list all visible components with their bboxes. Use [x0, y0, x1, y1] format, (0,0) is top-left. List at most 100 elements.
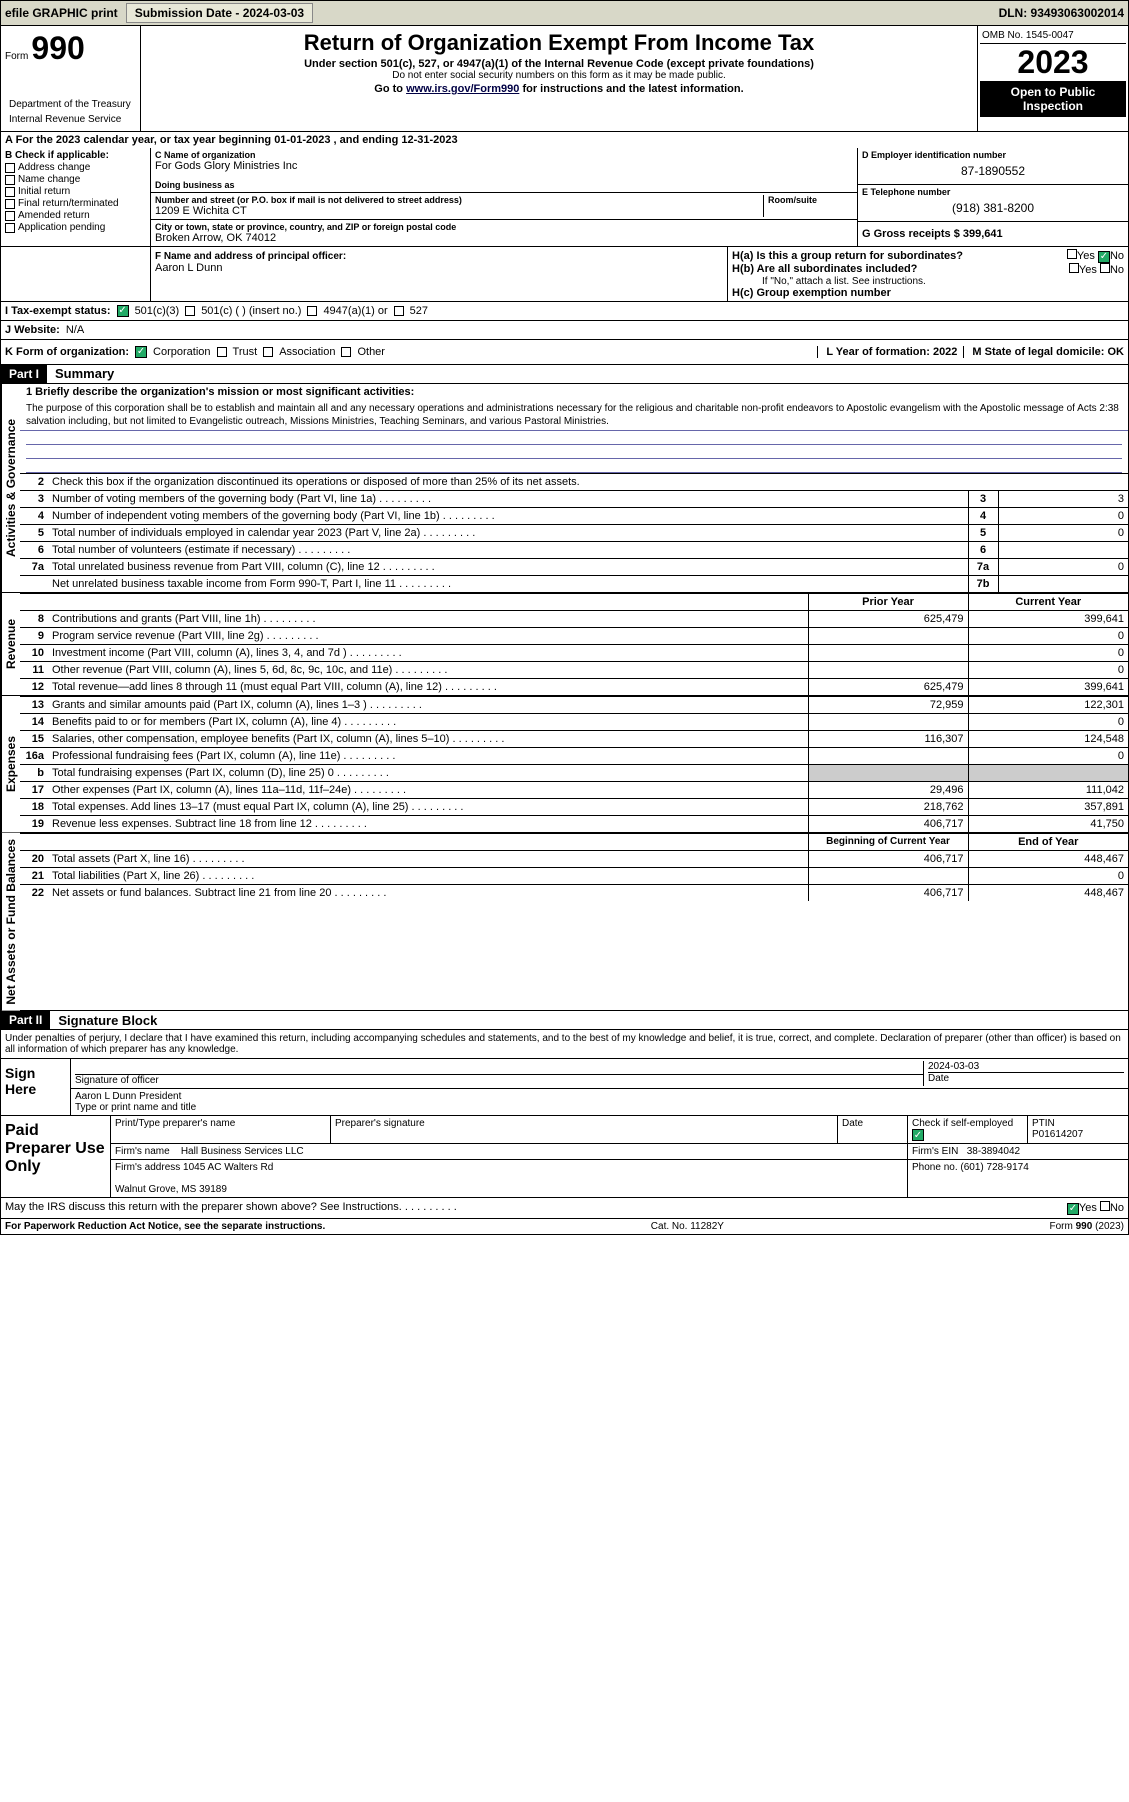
phone: (918) 381-8200: [862, 197, 1124, 219]
form-number: 990: [31, 30, 84, 66]
tax-year: 2023: [980, 44, 1126, 81]
firm-name: Hall Business Services LLC: [181, 1146, 304, 1157]
chk-501c3[interactable]: ✓: [117, 305, 129, 317]
l-year: L Year of formation: 2022: [817, 346, 957, 358]
part1-header: Part I Summary: [0, 365, 1129, 384]
side-netassets: Net Assets or Fund Balances: [1, 833, 20, 1011]
discuss-no[interactable]: [1100, 1201, 1110, 1211]
row-k: K Form of organization: ✓Corporation Tru…: [0, 340, 1129, 365]
chk-other[interactable]: [341, 347, 351, 357]
b-label: B Check if applicable:: [5, 150, 146, 161]
hb-note: If "No," attach a list. See instructions…: [732, 276, 1124, 287]
public-inspection: Open to Public Inspection: [980, 81, 1126, 117]
exp-rows: 13Grants and similar amounts paid (Part …: [20, 696, 1128, 832]
website: N/A: [66, 324, 84, 336]
firm-ein: 38-3894042: [967, 1146, 1020, 1157]
page-footer: For Paperwork Reduction Act Notice, see …: [0, 1219, 1129, 1235]
paperwork-notice: For Paperwork Reduction Act Notice, see …: [5, 1221, 325, 1232]
period-line: A For the 2023 calendar year, or tax yea…: [0, 132, 1129, 148]
form-subtitle-2: Do not enter social security numbers on …: [145, 70, 973, 81]
goto-pre: Go to: [374, 83, 406, 95]
d-label: D Employer identification number: [862, 150, 1124, 160]
net-table: Beginning of Current YearEnd of Year: [20, 833, 1128, 850]
chk-final-return[interactable]: [5, 199, 15, 209]
paid-prep-label: Paid Preparer Use Only: [1, 1116, 111, 1197]
topbar: efile GRAPHIC print Submission Date - 20…: [0, 0, 1129, 26]
goto-post: for instructions and the latest informat…: [522, 83, 743, 95]
city-label: City or town, state or province, country…: [155, 222, 853, 232]
firm-addr1: 1045 AC Walters Rd: [183, 1162, 273, 1173]
submission-date-button[interactable]: Submission Date - 2024-03-03: [126, 3, 313, 23]
firm-addr2: Walnut Grove, MS 39189: [115, 1184, 227, 1195]
expenses-section: Expenses 13Grants and similar amounts pa…: [0, 696, 1129, 833]
side-revenue: Revenue: [1, 593, 20, 695]
hb-label: H(b) Are all subordinates included?: [732, 263, 917, 275]
sign-here-label: Sign Here: [1, 1059, 71, 1115]
row-f-h: F Name and address of principal officer:…: [0, 247, 1129, 302]
q1-label: 1 Briefly describe the organization's mi…: [20, 384, 1128, 400]
revenue-section: Revenue Prior YearCurrent Year 8Contribu…: [0, 593, 1129, 696]
chk-app-pending[interactable]: [5, 223, 15, 233]
chk-self-employed[interactable]: ✓: [912, 1129, 924, 1141]
officer-name: Aaron L Dunn: [155, 262, 723, 274]
gov-table: 2Check this box if the organization disc…: [20, 473, 1128, 490]
hb-yes[interactable]: [1069, 263, 1079, 273]
chk-527[interactable]: [394, 306, 404, 316]
row-j: J Website: N/A: [0, 321, 1129, 340]
governance-section: Activities & Governance 1 Briefly descri…: [0, 384, 1129, 593]
k-label: K Form of organization:: [5, 346, 129, 358]
irs-link[interactable]: www.irs.gov/Form990: [406, 83, 519, 95]
form-word: Form: [5, 51, 28, 62]
chk-4947[interactable]: [307, 306, 317, 316]
rev-rows: 8Contributions and grants (Part VIII, li…: [20, 610, 1128, 695]
dept-irs: Internal Revenue Service: [5, 112, 136, 127]
part2-title: Signature Block: [50, 1013, 157, 1028]
hc-label: H(c) Group exemption number: [732, 287, 1124, 299]
perjury-text: Under penalties of perjury, I declare th…: [1, 1030, 1128, 1058]
q2: Check this box if the organization disco…: [52, 476, 580, 488]
net-rows: 20Total assets (Part X, line 16)406,7174…: [20, 850, 1128, 901]
ptin: P01614207: [1032, 1129, 1083, 1140]
officer-typed: Aaron L Dunn President: [75, 1091, 181, 1102]
ha-no[interactable]: ✓: [1098, 251, 1110, 263]
cat-no: Cat. No. 11282Y: [651, 1221, 724, 1232]
chk-corp[interactable]: ✓: [135, 346, 147, 358]
discuss-text: May the IRS discuss this return with the…: [5, 1201, 457, 1215]
gross-receipts: G Gross receipts $ 399,641: [858, 222, 1128, 246]
chk-assoc[interactable]: [263, 347, 273, 357]
sig-date: 2024-03-03: [928, 1061, 1124, 1073]
dln-label: DLN: 93493063002014: [999, 6, 1124, 20]
street-address: 1209 E Wichita CT: [155, 205, 763, 217]
chk-amended[interactable]: [5, 211, 15, 221]
omb-number: OMB No. 1545-0047: [980, 28, 1126, 44]
efile-label: efile GRAPHIC print: [5, 6, 118, 20]
sig-date-label: Date: [928, 1073, 949, 1084]
dept-treasury: Department of the Treasury: [5, 97, 136, 112]
mission-line: [26, 459, 1122, 473]
type-name-label: Type or print name and title: [75, 1102, 196, 1113]
j-label: J Website:: [5, 324, 60, 336]
part2-header: Part II Signature Block: [0, 1011, 1129, 1030]
chk-initial-return[interactable]: [5, 187, 15, 197]
i-label: I Tax-exempt status:: [5, 305, 111, 317]
form-subtitle-1: Under section 501(c), 527, or 4947(a)(1)…: [145, 58, 973, 70]
side-expenses: Expenses: [1, 696, 20, 832]
gov-rows: 3Number of voting members of the governi…: [20, 490, 1128, 592]
e-label: E Telephone number: [862, 187, 1124, 197]
section-b-row: B Check if applicable: Address change Na…: [0, 148, 1129, 247]
ha-yes[interactable]: [1067, 249, 1077, 259]
chk-name-change[interactable]: [5, 175, 15, 185]
mission-line: [26, 445, 1122, 459]
chk-501c-other[interactable]: [185, 306, 195, 316]
city-state-zip: Broken Arrow, OK 74012: [155, 232, 853, 244]
chk-trust[interactable]: [217, 347, 227, 357]
hb-no[interactable]: [1100, 263, 1110, 273]
mission-text: The purpose of this corporation shall be…: [20, 400, 1128, 431]
part2-tag: Part II: [1, 1011, 50, 1029]
chk-address-change[interactable]: [5, 163, 15, 173]
form-title: Return of Organization Exempt From Incom…: [145, 30, 973, 56]
row-i: I Tax-exempt status: ✓501(c)(3) 501(c) (…: [0, 302, 1129, 321]
addr-label: Number and street (or P.O. box if mail i…: [155, 195, 763, 205]
form-header: Form 990 Department of the Treasury Inte…: [0, 26, 1129, 132]
discuss-yes[interactable]: ✓: [1067, 1203, 1079, 1215]
